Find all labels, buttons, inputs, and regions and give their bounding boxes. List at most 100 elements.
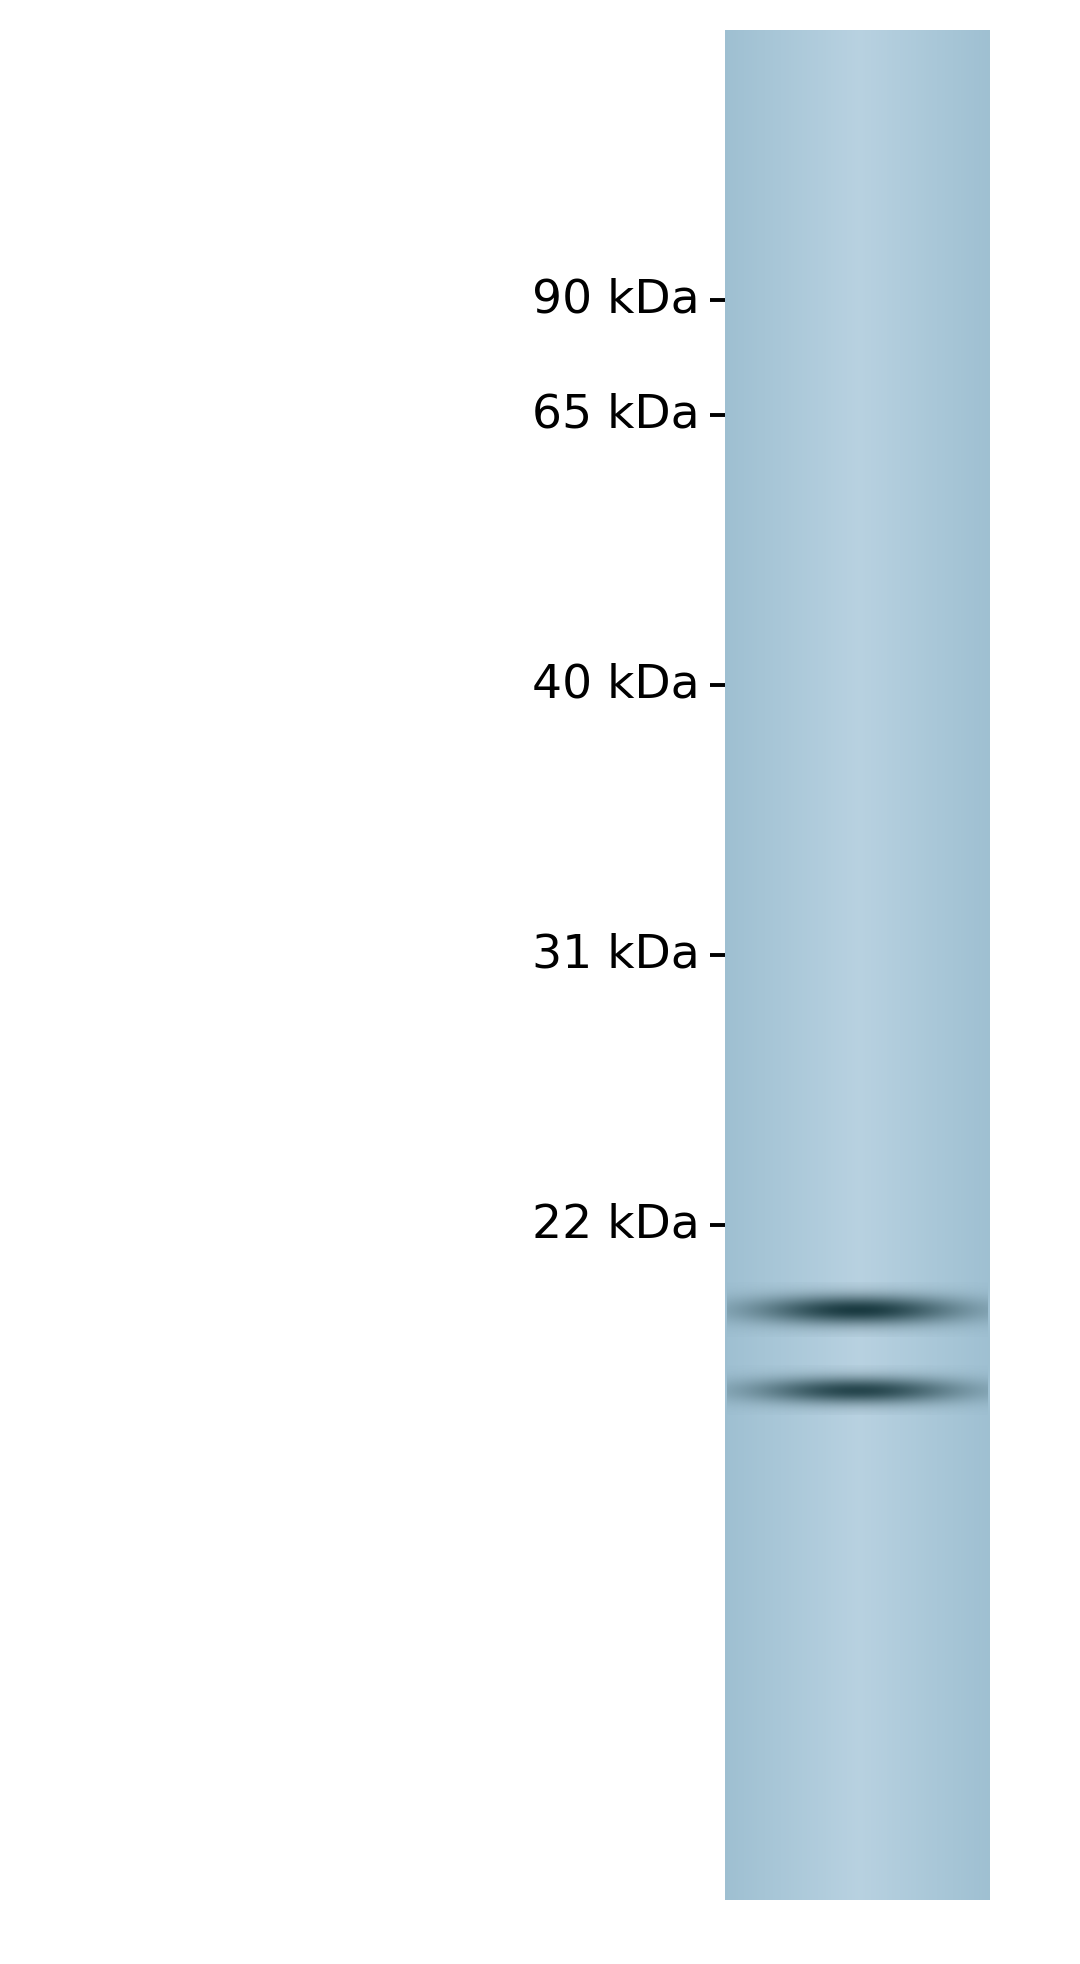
Bar (733, 29, 735, 1899)
Bar (897, 29, 900, 1899)
Bar (858, 29, 860, 1899)
Bar (953, 29, 956, 1899)
Text: 40 kDa: 40 kDa (532, 662, 700, 707)
Bar (892, 29, 894, 1899)
Bar (868, 29, 870, 1899)
Bar (772, 29, 775, 1899)
Bar (894, 29, 897, 1899)
Bar (927, 29, 929, 1899)
Bar (914, 29, 916, 1899)
Bar (921, 29, 923, 1899)
Bar (818, 29, 821, 1899)
Bar (746, 29, 748, 1899)
Bar (885, 29, 887, 1899)
Bar (810, 29, 812, 1899)
Bar (879, 29, 881, 1899)
Bar (910, 29, 914, 1899)
Bar (788, 29, 792, 1899)
Bar (860, 29, 863, 1899)
Bar (870, 29, 874, 1899)
Bar (987, 29, 990, 1899)
Bar (815, 29, 818, 1899)
Bar (831, 29, 834, 1899)
Bar (759, 29, 762, 1899)
Bar (792, 29, 794, 1899)
Bar (757, 29, 759, 1899)
Bar (741, 29, 743, 1899)
Bar (908, 29, 910, 1899)
Bar (863, 29, 865, 1899)
Bar (950, 29, 953, 1899)
Bar (850, 29, 852, 1899)
Bar (889, 29, 892, 1899)
Bar (865, 29, 868, 1899)
Bar (947, 29, 950, 1899)
Bar (876, 29, 879, 1899)
Bar (797, 29, 799, 1899)
Bar (967, 29, 969, 1899)
Bar (768, 29, 770, 1899)
Bar (828, 29, 831, 1899)
Bar (874, 29, 876, 1899)
Bar (725, 29, 728, 1899)
Text: 22 kDa: 22 kDa (532, 1202, 700, 1247)
Bar (845, 29, 847, 1899)
Bar (834, 29, 836, 1899)
Bar (971, 29, 974, 1899)
Bar (794, 29, 797, 1899)
Bar (781, 29, 783, 1899)
Bar (807, 29, 810, 1899)
Bar (754, 29, 757, 1899)
Bar (903, 29, 905, 1899)
Text: 90 kDa: 90 kDa (532, 277, 700, 322)
Bar (752, 29, 754, 1899)
Bar (765, 29, 768, 1899)
Bar (985, 29, 987, 1899)
Bar (823, 29, 826, 1899)
Bar (783, 29, 786, 1899)
Bar (730, 29, 733, 1899)
Bar (812, 29, 815, 1899)
Bar (775, 29, 778, 1899)
Bar (934, 29, 937, 1899)
Bar (826, 29, 828, 1899)
Bar (958, 29, 961, 1899)
Bar (932, 29, 934, 1899)
Bar (976, 29, 980, 1899)
Bar (969, 29, 971, 1899)
Bar (778, 29, 781, 1899)
Bar (841, 29, 845, 1899)
Bar (929, 29, 932, 1899)
Bar (974, 29, 976, 1899)
Bar (748, 29, 752, 1899)
Bar (918, 29, 921, 1899)
Bar (770, 29, 772, 1899)
Bar (982, 29, 985, 1899)
Bar (905, 29, 908, 1899)
Bar (762, 29, 765, 1899)
Text: 65 kDa: 65 kDa (532, 393, 700, 438)
Bar (743, 29, 746, 1899)
Bar (786, 29, 788, 1899)
Bar (799, 29, 801, 1899)
Bar (940, 29, 942, 1899)
Bar (847, 29, 850, 1899)
Bar (805, 29, 807, 1899)
Bar (923, 29, 927, 1899)
Bar (855, 29, 858, 1899)
Bar (801, 29, 805, 1899)
Bar (887, 29, 889, 1899)
Bar (728, 29, 730, 1899)
Bar (963, 29, 967, 1899)
Bar (836, 29, 839, 1899)
Bar (956, 29, 958, 1899)
Bar (881, 29, 885, 1899)
Bar (900, 29, 903, 1899)
Bar (961, 29, 963, 1899)
Bar (735, 29, 739, 1899)
Bar (937, 29, 940, 1899)
Bar (980, 29, 982, 1899)
Bar (852, 29, 855, 1899)
Bar (839, 29, 841, 1899)
Bar (739, 29, 741, 1899)
